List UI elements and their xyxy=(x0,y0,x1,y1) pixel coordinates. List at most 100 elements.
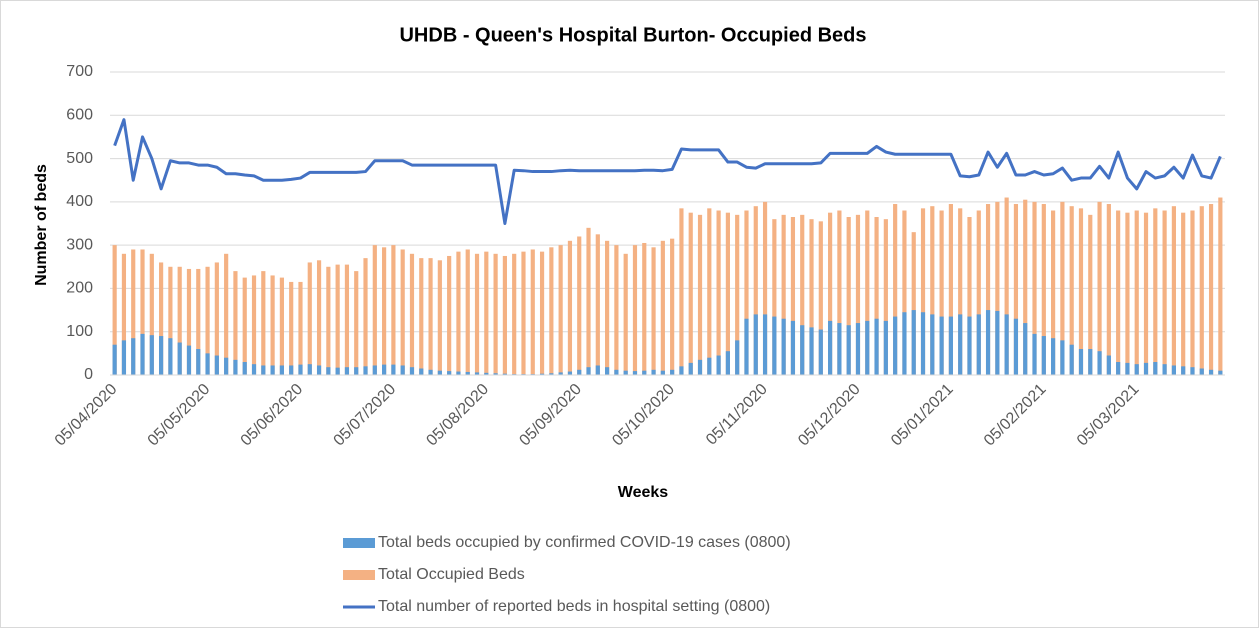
bar xyxy=(605,240,610,375)
bar xyxy=(586,367,591,375)
bar xyxy=(121,253,127,375)
bar xyxy=(1088,349,1093,375)
bar xyxy=(1171,365,1176,375)
bar xyxy=(512,253,517,375)
bar xyxy=(855,323,861,375)
bar xyxy=(800,214,805,375)
bar xyxy=(363,258,368,375)
bar xyxy=(1032,201,1037,375)
bar xyxy=(149,253,154,375)
bar xyxy=(465,371,470,375)
bar xyxy=(354,271,359,375)
bar xyxy=(177,342,182,375)
bar xyxy=(1116,362,1121,375)
bar xyxy=(902,312,907,375)
bar xyxy=(521,251,526,375)
bar xyxy=(781,318,786,375)
bar xyxy=(651,369,656,375)
bar xyxy=(1004,197,1009,375)
bar xyxy=(400,249,405,375)
bar xyxy=(707,208,712,375)
bar xyxy=(1181,366,1186,375)
bar xyxy=(1134,210,1139,375)
bar xyxy=(660,240,665,375)
bar xyxy=(1023,199,1028,375)
bar xyxy=(307,364,312,375)
bar xyxy=(577,369,582,375)
bar xyxy=(251,364,257,375)
bar xyxy=(1208,369,1214,375)
bar xyxy=(976,210,981,375)
bar xyxy=(1218,370,1223,375)
bar xyxy=(298,364,303,375)
bar xyxy=(818,221,823,375)
bar xyxy=(1069,344,1074,375)
bar xyxy=(474,372,480,375)
bar xyxy=(400,365,405,375)
bar xyxy=(335,264,340,375)
bar xyxy=(307,262,312,375)
bar xyxy=(995,310,1000,375)
bar xyxy=(474,253,480,375)
y-tick-label: 600 xyxy=(66,107,93,124)
bar xyxy=(1208,204,1214,375)
bar xyxy=(354,367,359,375)
bar xyxy=(1051,338,1056,375)
bar xyxy=(809,219,814,375)
bar xyxy=(772,316,777,375)
bar xyxy=(326,367,331,375)
bar xyxy=(112,344,117,375)
bar xyxy=(437,370,442,375)
bar xyxy=(967,217,972,375)
bar xyxy=(939,316,944,375)
bar xyxy=(159,262,164,375)
bar xyxy=(1162,210,1167,375)
bar xyxy=(335,367,340,375)
bar xyxy=(753,314,758,375)
bar xyxy=(1199,206,1204,375)
bar xyxy=(484,372,489,375)
bar xyxy=(642,370,647,375)
bar xyxy=(837,210,842,375)
bar xyxy=(790,320,796,375)
bar xyxy=(1199,368,1204,375)
bar xyxy=(948,204,953,375)
bar xyxy=(270,365,275,375)
bar xyxy=(976,314,981,375)
bar xyxy=(140,249,145,375)
bar xyxy=(344,367,350,375)
bar xyxy=(131,249,136,375)
bar xyxy=(1153,208,1158,375)
bar xyxy=(326,266,331,375)
bar xyxy=(632,371,638,375)
bar xyxy=(1051,210,1056,375)
bar xyxy=(121,340,127,375)
bar xyxy=(447,255,452,375)
bar xyxy=(316,260,322,375)
bar xyxy=(893,316,898,375)
bar xyxy=(196,268,201,375)
bar xyxy=(893,204,898,375)
bar xyxy=(967,316,972,375)
y-tick-label: 500 xyxy=(66,150,93,167)
bar xyxy=(1125,212,1130,375)
y-tick-label: 700 xyxy=(66,63,93,80)
bar xyxy=(1069,206,1074,375)
bar xyxy=(614,245,619,375)
bar xyxy=(1143,212,1149,375)
bar xyxy=(595,234,600,375)
bar xyxy=(828,212,833,375)
bar xyxy=(1078,349,1084,375)
bar xyxy=(939,210,944,375)
bar xyxy=(809,327,814,375)
bar xyxy=(1032,333,1037,375)
bar xyxy=(1171,206,1176,375)
bar xyxy=(391,245,396,375)
legend-swatch xyxy=(343,538,375,548)
bar xyxy=(1060,340,1065,375)
bar xyxy=(177,266,182,375)
bar xyxy=(958,314,963,375)
bar xyxy=(772,219,777,375)
